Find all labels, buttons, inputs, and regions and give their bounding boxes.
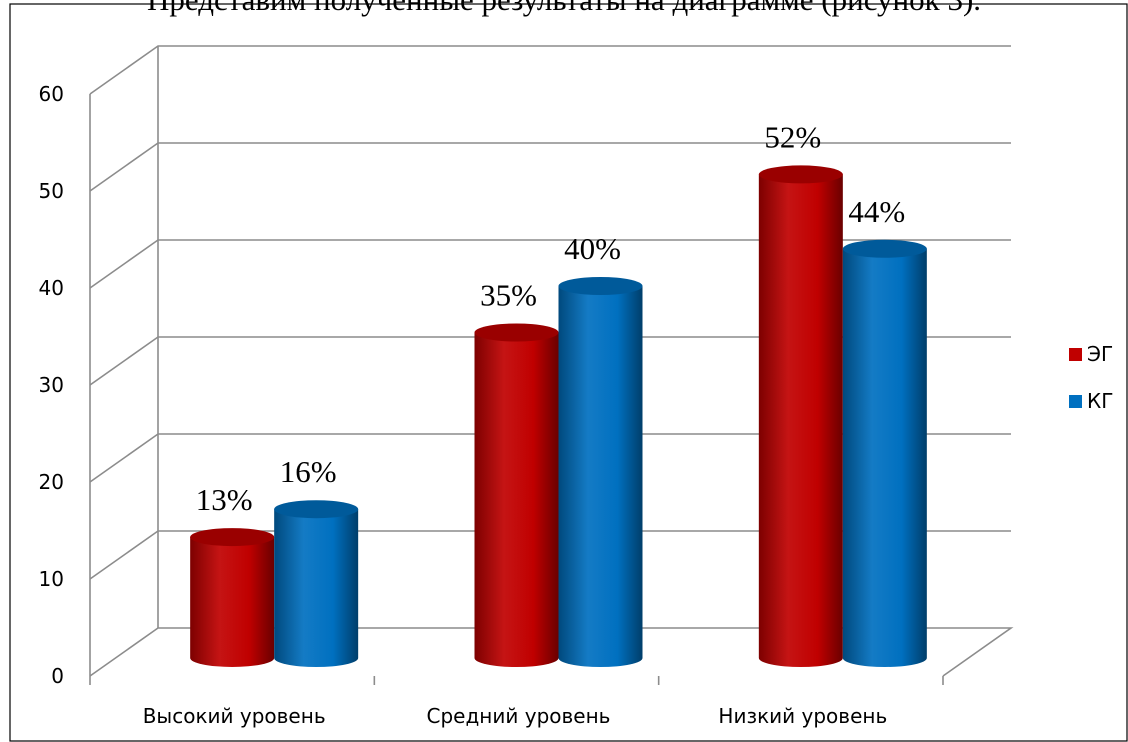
y-tick-label: 50 [39, 179, 64, 203]
axes: 0 10 20 30 40 50 60 Высокий уровень Средний уров… [39, 46, 944, 728]
data-label: 44% [848, 194, 905, 229]
data-label: 16% [280, 454, 337, 489]
bar [474, 323, 559, 667]
gridline [89, 45, 1011, 95]
legend-swatch [1069, 348, 1082, 361]
gridline [89, 142, 1011, 192]
bars [190, 165, 927, 668]
y-tick-label: 60 [39, 82, 64, 106]
x-tick-label: Низкий уровень [718, 704, 887, 728]
bar [758, 165, 843, 667]
legend: ЭГ КГ [1069, 342, 1113, 413]
data-label: 13% [196, 482, 253, 517]
bar [842, 239, 927, 668]
data-labels: 13% 16% 35% 40% 52% 44% [196, 119, 905, 517]
chart-heading: Представим полученные результаты на диаг… [147, 0, 981, 17]
x-tick-label: Средний уровень [427, 704, 611, 728]
bar [558, 277, 643, 667]
bar [274, 500, 359, 667]
y-tick-label: 40 [39, 276, 64, 300]
data-label: 40% [564, 231, 621, 266]
legend-label: ЭГ [1087, 342, 1113, 366]
y-tick-label: 30 [39, 373, 64, 397]
x-tick-label: Высокий уровень [143, 704, 326, 728]
bar [190, 528, 275, 667]
legend-label: КГ [1087, 389, 1113, 413]
y-tick-label: 20 [39, 470, 64, 494]
chart-frame [9, 3, 1128, 742]
y-tick-label: 0 [51, 664, 64, 688]
data-label: 35% [480, 278, 537, 313]
data-label: 52% [764, 119, 821, 154]
y-tick-label: 10 [39, 567, 64, 591]
legend-swatch [1069, 395, 1082, 408]
